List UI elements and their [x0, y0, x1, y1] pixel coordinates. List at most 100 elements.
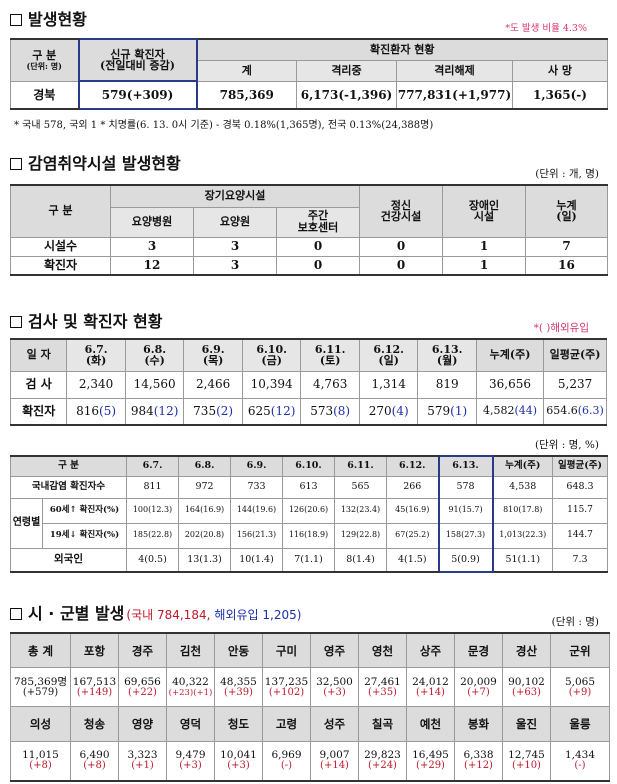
cell: 0 — [359, 255, 443, 276]
overseas-count: (6.3) — [577, 404, 604, 418]
cell: 67(25.2) — [386, 522, 440, 549]
city-name-row: 의성 청송 영양 영덕 청도 고령 성주 칠곡 예천 봉화 울진 울릉 — [10, 706, 610, 743]
city-total: 9,479 — [175, 749, 206, 762]
cell: 3 — [193, 255, 277, 276]
cities-table: 총 계 포항 경주 김천 안동 구미 영주 영천 상주 문경 경산 군위 785… — [10, 632, 610, 783]
cell: 144.7 — [552, 522, 609, 549]
weekday-text: (일) — [378, 354, 399, 368]
cell: 45(16.9) — [386, 497, 440, 524]
cell: 4(0.5) — [126, 547, 180, 573]
date-text: 6.11. — [314, 342, 346, 356]
table-row: 검 사 2,340 14,560 2,466 10,394 4,763 1,31… — [9, 370, 607, 399]
cell: 811 — [126, 475, 180, 499]
city-total: 10,041 — [220, 749, 257, 762]
city-total: 6,490 — [79, 749, 110, 762]
hdr-date-col: 6.8. — [178, 455, 232, 477]
cell: 1,013(22.3) — [492, 522, 554, 549]
hdr-new-line2: (전일대비 증감) — [100, 59, 175, 73]
city-total: 785,369명 — [13, 675, 68, 688]
city-cell: 5,065 (+9) — [550, 667, 610, 708]
hdr-date-col: 6.8. (수) — [124, 338, 185, 372]
hdr-cum: 누계 (일) — [525, 184, 608, 238]
city-increase: (+3) — [323, 686, 346, 698]
city-cell: 12,745 (+10) — [502, 741, 551, 783]
hdr-death: 사 망 — [512, 59, 608, 82]
cell: 185(22.8) — [126, 522, 180, 549]
weekday-text: (토) — [319, 354, 341, 368]
cell: 10(1.4) — [230, 547, 284, 573]
row-label: 60세↑ 확진자(%) — [41, 497, 128, 524]
cell: 129(22.8) — [334, 522, 388, 549]
hdr-mental-line2: 건강시설 — [380, 210, 422, 224]
overseas-count: (8) — [333, 403, 351, 418]
city-increase: (-) — [280, 760, 293, 772]
section-title-text: 검사 및 확진자 현황 — [28, 312, 163, 331]
row-new: 579(+309) — [77, 80, 198, 110]
city-increase: (+3) — [227, 760, 250, 772]
hdr-hospital: 요양병원 — [110, 206, 194, 238]
hdr-released: 격리해제 — [396, 59, 513, 82]
city-total: 16,495 — [412, 749, 449, 762]
section-title-text: 감염취약시설 발생현황 — [28, 154, 181, 173]
cell: 0 — [359, 236, 443, 257]
cell: 4,763 — [300, 370, 360, 399]
section-title-cities: 시 · 군별 발생 (국내 784,184, 해외유입 1,205) — [10, 600, 301, 624]
city-total: 48,355 — [220, 675, 257, 688]
city-name: 포항 — [70, 632, 119, 669]
overseas-count: (5) — [99, 403, 117, 418]
cell: 270(4) — [358, 397, 419, 426]
hdr-date-col: 6.9. — [230, 455, 284, 477]
city-cell: 10,041 (+3) — [214, 741, 263, 783]
cell: 565 — [334, 475, 388, 499]
checkbox-square-icon — [10, 158, 22, 170]
cell: 8(1.4) — [334, 547, 388, 573]
cell: 984(12) — [124, 397, 185, 426]
cell: 2,340 — [66, 370, 126, 399]
overseas-count: (1) — [450, 403, 468, 418]
city-total: 90,102 — [508, 675, 545, 688]
city-cell: 3,323 (+1) — [118, 741, 167, 783]
count: 984 — [130, 403, 154, 418]
city-total: 3,323 — [127, 749, 158, 762]
hdr-date-col: 6.10. — [282, 455, 336, 477]
city-cell: 6,969 (-) — [262, 741, 311, 783]
city-total: 40,322 — [172, 676, 209, 689]
cell: 654.6(6.3) — [543, 397, 607, 426]
count: 654.6 — [546, 404, 578, 418]
city-name: 성주 — [310, 706, 359, 743]
weekday-text: (목) — [202, 354, 224, 368]
hdr-date-col: 6.9. (목) — [183, 338, 243, 372]
city-increase: (+35) — [368, 686, 397, 698]
hdr-date-col: 6.7. (화) — [66, 338, 126, 372]
count: 573 — [310, 403, 334, 418]
hdr-date-col-highlight: 6.13. — [437, 455, 494, 477]
city-cell: 90,102 (+63) — [502, 667, 551, 708]
cell: 36,656 — [475, 370, 545, 399]
hdr-daycare: 주간 보호센터 — [276, 206, 360, 238]
city-cell: 29,823 (+24) — [358, 741, 407, 783]
hdr-date: 일 자 — [9, 338, 68, 372]
hdr-unit-text: (단위: 명) — [26, 61, 62, 72]
city-increase: (+22) — [128, 686, 157, 698]
cell: 7.3 — [552, 547, 609, 573]
hdr-gubun-text: 구 분 — [32, 49, 57, 63]
date-text: 6.8. — [143, 342, 167, 356]
city-cell: 48,355 (+39) — [214, 667, 263, 708]
hdr-daycare-line2: 보호센터 — [297, 221, 339, 234]
date-text: 6.10. — [256, 342, 287, 356]
hdr-date-col: 6.12. — [386, 455, 440, 477]
date-text: 6.13. — [431, 342, 463, 356]
cell: 51(1.1) — [492, 547, 554, 573]
weekday-text: (금) — [261, 354, 282, 368]
tests-table: 일 자 6.7. (화) 6.8. (수) 6.9. (목) 6.10. (금) 6.1… — [9, 338, 607, 426]
city-name: 의성 — [10, 706, 71, 743]
section-title-text: 시 · 군별 발생 — [28, 604, 125, 623]
row-death: 1,365(-) — [512, 80, 608, 110]
hdr-status: 확진환자 현황 — [196, 37, 608, 61]
cell: 735(2) — [183, 397, 243, 426]
hdr-daycare-line1: 주간 — [307, 209, 329, 223]
city-cell: 9,007 (+14) — [310, 741, 359, 783]
hdr-isolating: 격리중 — [296, 59, 397, 82]
hdr-date-col: 6.12. (일) — [358, 338, 419, 372]
hdr-disabled-line2: 시설 — [473, 210, 495, 224]
